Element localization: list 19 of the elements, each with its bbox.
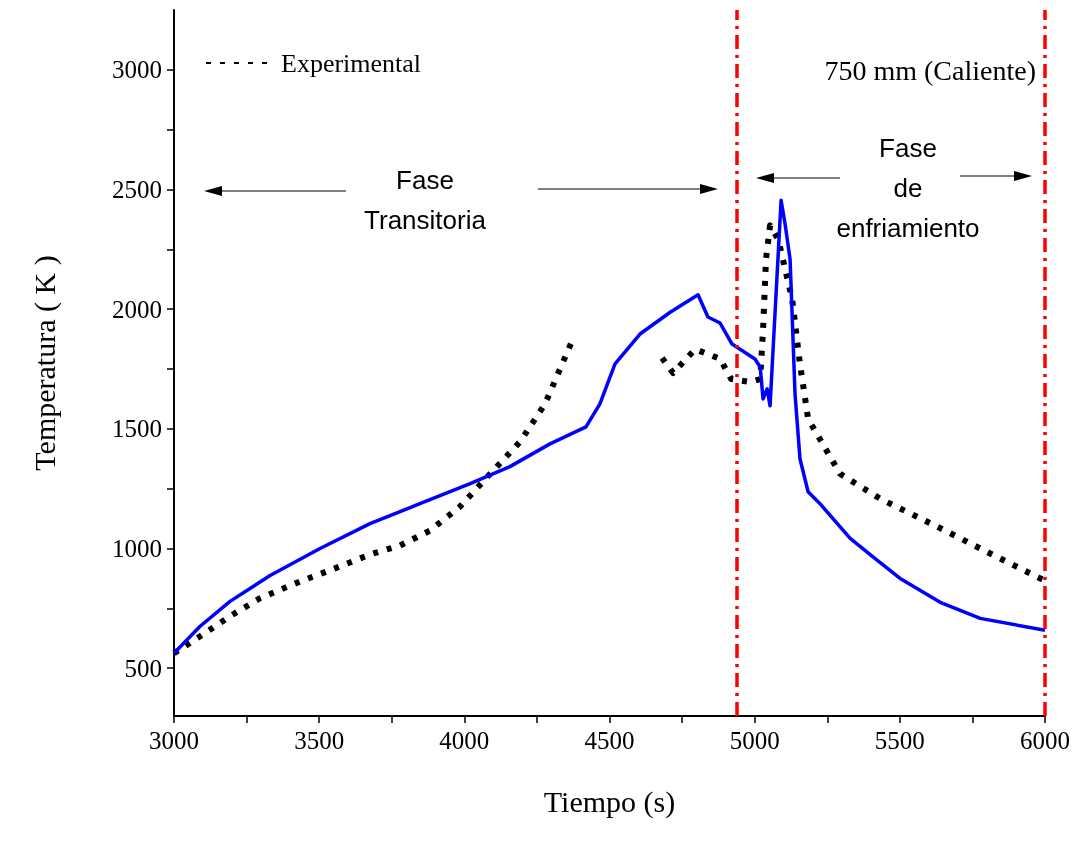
annotation: Fase Transitoria bbox=[364, 165, 487, 235]
y-tick-label: 1000 bbox=[112, 534, 162, 562]
y-tick-label: 500 bbox=[124, 654, 162, 682]
y-tick-label: 1500 bbox=[112, 415, 162, 443]
annotation: Fase de enfriamiento bbox=[836, 133, 980, 243]
legend-label: Experimental bbox=[281, 48, 422, 78]
y-tick-label: 3000 bbox=[112, 56, 162, 84]
x-tick-label: 4500 bbox=[584, 727, 635, 754]
y-tick-label: 2000 bbox=[112, 295, 162, 323]
annotation: 750 mm (Caliente) bbox=[824, 54, 1036, 86]
x-tick-label: 5500 bbox=[874, 727, 925, 754]
y-axis-title: Temperatura ( K ) bbox=[27, 255, 62, 471]
x-tick-label: 3000 bbox=[149, 727, 199, 754]
x-tick-label: 6000 bbox=[1020, 727, 1070, 754]
x-tick-label: 4000 bbox=[439, 727, 490, 754]
x-tick-label: 5000 bbox=[729, 727, 780, 754]
x-axis-title: Tiempo (s) bbox=[543, 784, 676, 819]
x-tick-label: 3500 bbox=[294, 727, 345, 754]
y-tick-label: 2500 bbox=[112, 175, 162, 203]
